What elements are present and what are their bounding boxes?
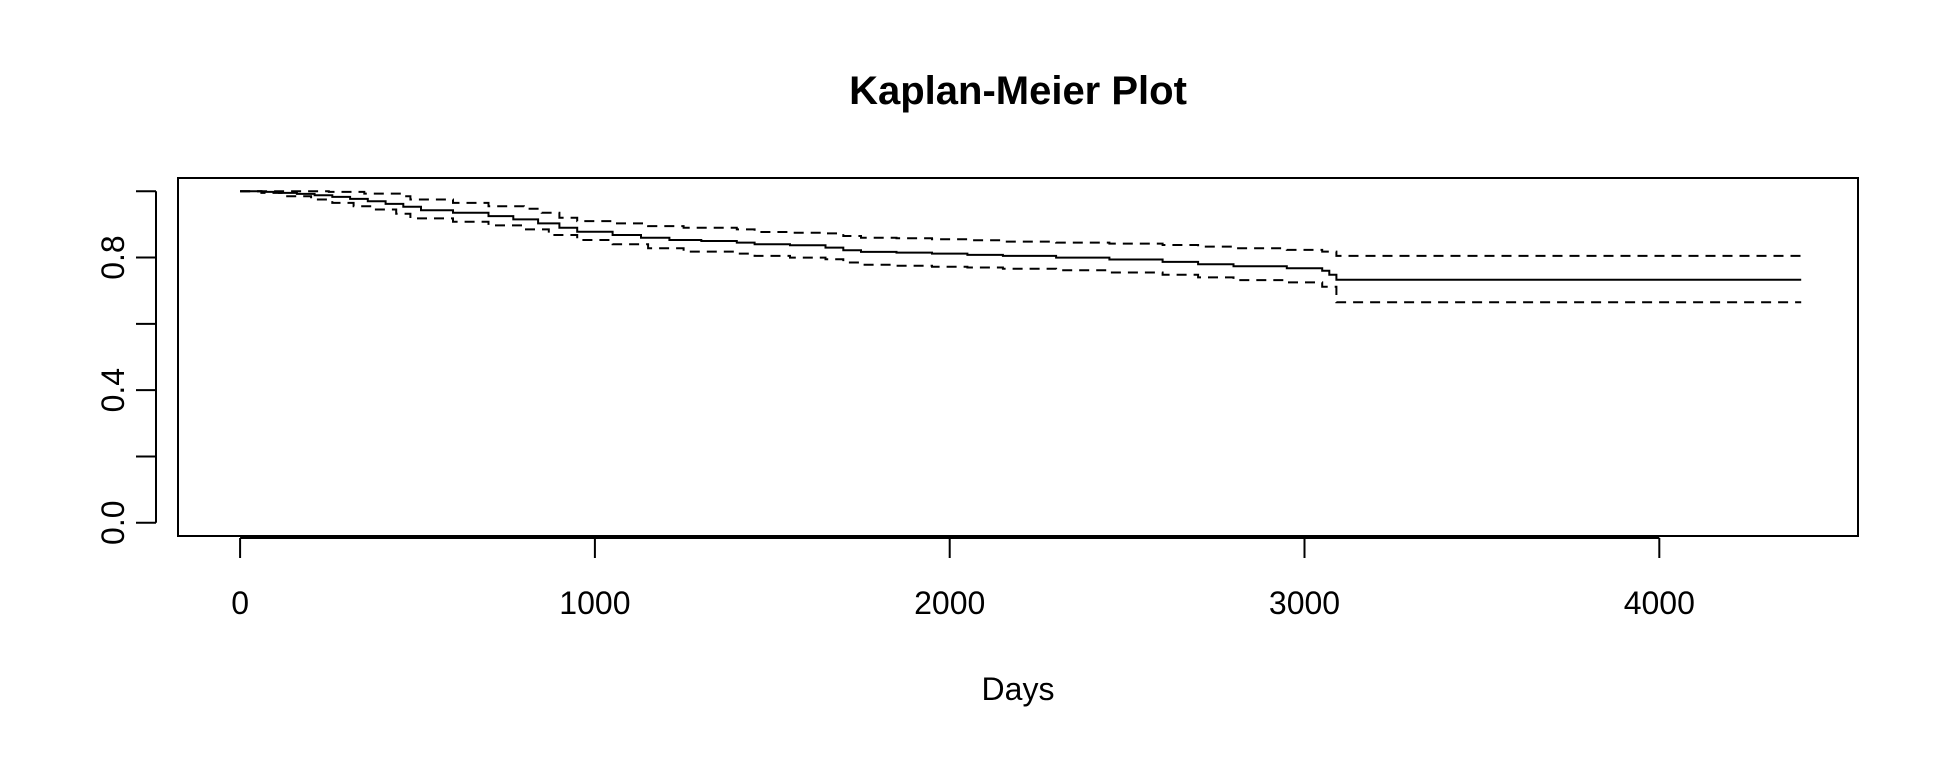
x-tick-label: 4000 bbox=[1624, 585, 1695, 621]
x-tick-label: 1000 bbox=[559, 585, 630, 621]
km-upper-curve bbox=[240, 190, 1802, 257]
y-tick-label: 0.0 bbox=[95, 500, 131, 544]
series-layer bbox=[240, 190, 1802, 304]
km-lower-curve bbox=[240, 190, 1802, 304]
x-tick-label: 0 bbox=[231, 585, 249, 621]
y-tick-label: 0.8 bbox=[95, 235, 131, 279]
chart-title: Kaplan-Meier Plot bbox=[849, 69, 1187, 113]
x-axis: 0 1000 2000 3000 4000 bbox=[231, 537, 1695, 621]
y-axis: 0.0 0.4 0.8 bbox=[95, 190, 157, 545]
y-tick-label: 0.4 bbox=[95, 368, 131, 412]
x-tick-label: 2000 bbox=[914, 585, 985, 621]
plot-frame bbox=[177, 177, 1859, 537]
km-estimate-curve bbox=[240, 190, 1802, 281]
x-axis-label: Days bbox=[982, 671, 1055, 707]
x-tick-label: 3000 bbox=[1269, 585, 1340, 621]
